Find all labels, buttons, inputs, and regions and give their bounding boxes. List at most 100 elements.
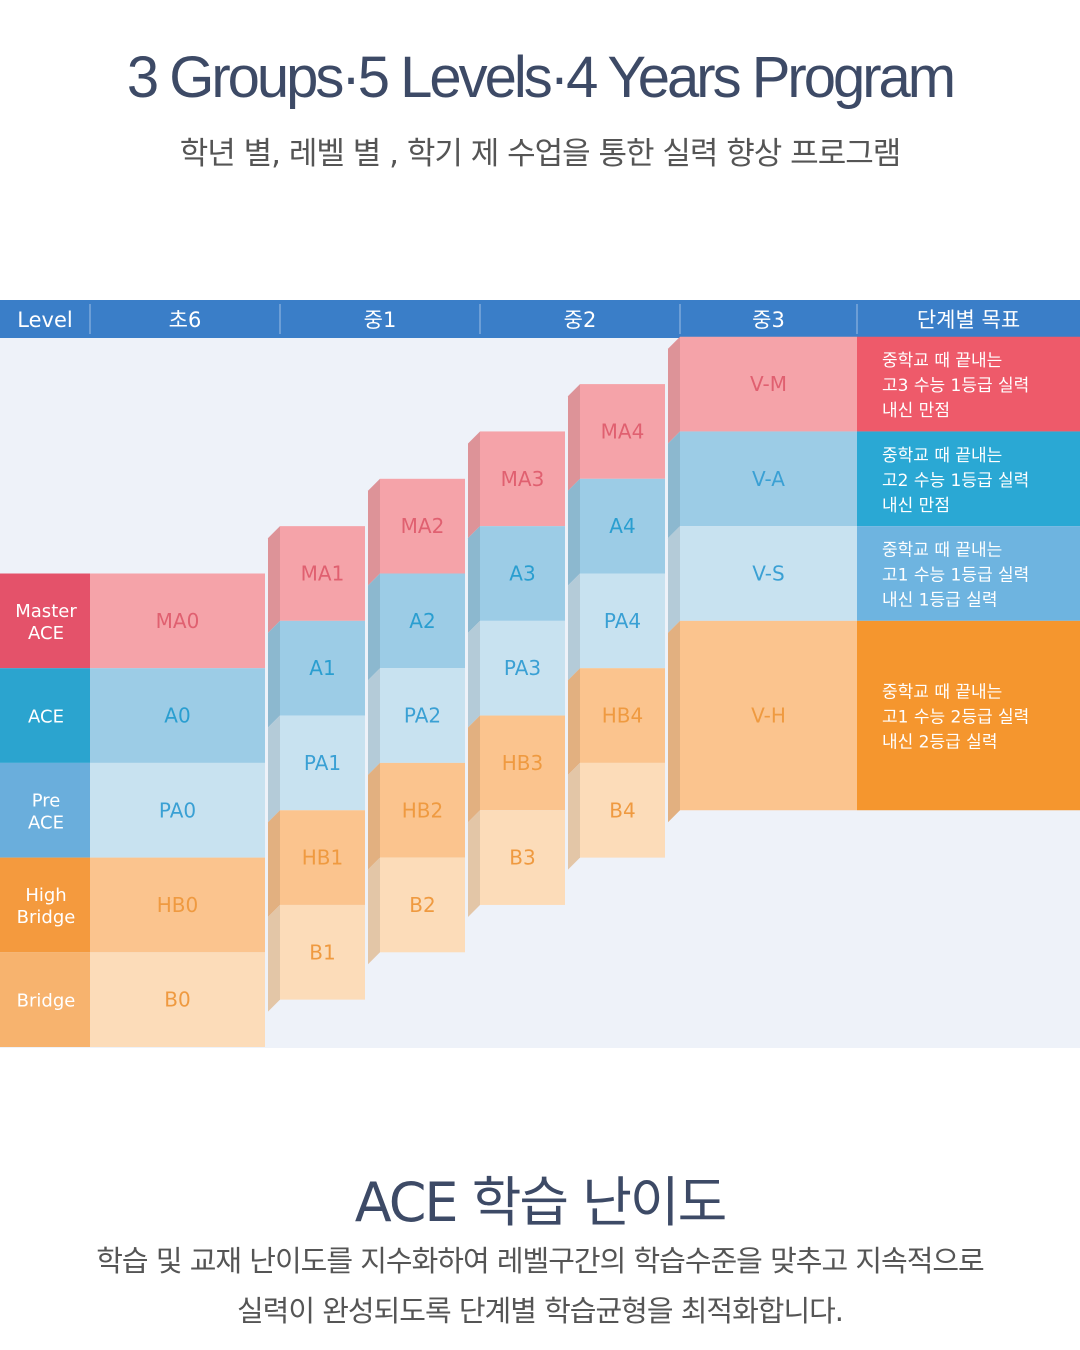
course-label: HB3 (502, 751, 543, 775)
level-label: High (25, 885, 66, 906)
course-cell (380, 668, 465, 763)
course-cell (480, 431, 565, 527)
course-cell (580, 762, 665, 858)
block-side (668, 431, 680, 539)
course-cell (480, 620, 565, 716)
goal-text: 고2 수능 1등급 실력 (882, 471, 1029, 491)
course-label: MA3 (501, 467, 545, 491)
course-label: A3 (509, 562, 535, 586)
course-label: B3 (509, 846, 535, 870)
level-label: Master (15, 601, 77, 622)
course-label: V-H (751, 704, 786, 728)
course-label: MA2 (401, 514, 445, 538)
goal-text: 중학교 때 끝내는 (882, 446, 1002, 466)
block-side (268, 715, 280, 823)
course-label: PA3 (504, 656, 541, 680)
block-side (268, 620, 280, 728)
course-label: V-M (750, 372, 787, 396)
course-cell (380, 478, 465, 574)
course-label: A4 (609, 514, 635, 538)
block-side (568, 573, 580, 681)
course-cell (380, 857, 465, 953)
level-label: ACE (28, 812, 64, 833)
column-header-1: 초6 (169, 308, 202, 332)
block-side (668, 526, 680, 633)
course-label: A1 (309, 656, 335, 680)
course-cell (580, 384, 665, 479)
column-header-5: 단계별 목표 (917, 308, 1020, 332)
block-side (268, 810, 280, 917)
block-side (468, 431, 480, 539)
goal-text: 내신 만점 (882, 401, 950, 421)
block-side (368, 478, 380, 586)
goal-text: 중학교 때 끝내는 (882, 683, 1002, 703)
level-label: ACE (28, 623, 64, 644)
block-side (268, 904, 280, 1012)
level-label: Pre (32, 790, 61, 811)
course-label: A2 (409, 609, 435, 633)
course-label: PA2 (404, 704, 441, 728)
page-title: 3 Groups·5 Levels·4 Years Program (126, 45, 956, 110)
course-label: MA4 (601, 419, 645, 443)
level-label-cell (0, 762, 90, 858)
block-side (368, 857, 380, 965)
column-header-2: 중1 (364, 308, 397, 332)
course-label: PA4 (604, 609, 641, 633)
block-side (468, 715, 480, 823)
course-label: MA0 (156, 609, 200, 633)
block-side (568, 668, 580, 775)
block-side (368, 573, 380, 681)
course-label: PA0 (159, 798, 196, 822)
level-label-cell (0, 668, 90, 763)
goal-text: 고1 수능 1등급 실력 (882, 566, 1029, 586)
course-cell (280, 620, 365, 716)
course-cell (90, 857, 265, 953)
block-side (468, 526, 480, 633)
page-subtitle: 학년 별, 레벨 별 , 학기 제 수업을 통한 실력 향상 프로그램 (179, 136, 902, 172)
block-side (368, 762, 380, 870)
course-label: A0 (164, 704, 190, 728)
level-label-cell (0, 857, 90, 953)
table-header-bar (0, 300, 1080, 338)
course-label: B4 (609, 798, 635, 822)
course-cell (480, 715, 565, 811)
course-cell (90, 573, 265, 669)
level-label-cell (0, 573, 90, 669)
course-cell (480, 526, 565, 621)
course-cell (680, 526, 857, 621)
course-cell (90, 762, 265, 858)
block-side (568, 478, 580, 586)
block-side (468, 620, 480, 728)
goal-text: 고1 수능 2등급 실력 (882, 708, 1029, 728)
course-label: HB2 (402, 798, 443, 822)
level-label: ACE (28, 707, 64, 728)
course-label: V-A (752, 467, 785, 491)
course-cell (90, 952, 265, 1047)
course-label: HB4 (602, 704, 643, 728)
block-side (368, 668, 380, 775)
course-cell (90, 668, 265, 763)
level-label: Bridge (17, 991, 76, 1012)
course-label: V-S (752, 562, 784, 586)
block-side (668, 620, 680, 823)
block-side (468, 810, 480, 917)
course-cell (680, 620, 857, 811)
goal-text: 중학교 때 끝내는 (882, 351, 1002, 371)
level-program-diagram: Level 초6 중1 중2 중3 단계별 목표MasterACEACEPreACEHig… (0, 300, 1080, 1048)
description-line-2: 실력이 완성되도록 단계별 학습균형을 최적화합니다. (236, 1294, 844, 1328)
goal-cell (857, 336, 1080, 432)
goal-cell (857, 431, 1080, 527)
course-cell (580, 573, 665, 669)
course-label: MA1 (301, 562, 345, 586)
course-cell (280, 904, 365, 1000)
course-label: PA1 (304, 751, 341, 775)
block-side (668, 336, 680, 444)
goal-text: 고3 수능 1등급 실력 (882, 376, 1029, 396)
goal-text: 내신 1등급 실력 (882, 591, 997, 611)
course-cell (380, 573, 465, 669)
course-cell (480, 810, 565, 905)
course-label: HB0 (157, 893, 198, 917)
goal-text: 내신 만점 (882, 496, 950, 516)
level-label: Bridge (17, 907, 76, 928)
course-cell (580, 478, 665, 574)
